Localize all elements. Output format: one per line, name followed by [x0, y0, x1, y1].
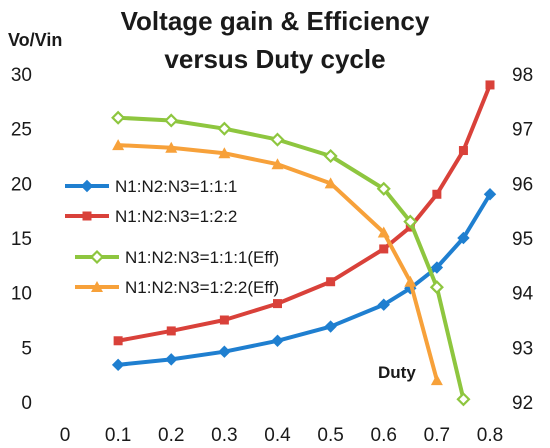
data-point — [379, 244, 389, 254]
data-point — [164, 113, 179, 128]
data-point — [270, 132, 285, 147]
data-point — [91, 281, 103, 292]
data-point — [485, 80, 495, 90]
y-right-tick-label: 94 — [512, 284, 534, 305]
legend-item: N1:N2:N3=1:2:2(Eff) — [75, 278, 279, 297]
legend: N1:N2:N3=1:1:1 N1:N2:N3=1:2:2 N1:N2:N3=1:1… — [65, 177, 279, 297]
legend-label: N1:N2:N3=1:1:1 — [115, 177, 237, 196]
series-line — [117, 84, 492, 343]
chart-title-line-1: Voltage gain & Efficiency — [121, 6, 430, 36]
series-line — [118, 143, 439, 381]
duty-annotation: Duty — [378, 363, 416, 382]
x-axis-ticks: 0 0.1 0.2 0.3 0.4 0.5 0.6 0.7 0.8 — [60, 425, 504, 446]
data-point — [430, 374, 443, 386]
x-tick-label: 0.7 — [424, 425, 450, 446]
data-point — [324, 320, 337, 333]
data-point — [217, 121, 232, 136]
x-tick-label: 0.5 — [317, 425, 343, 446]
data-point — [82, 211, 92, 221]
data-point — [271, 334, 284, 347]
x-tick-label: 0.1 — [105, 425, 131, 446]
legend-item: N1:N2:N3=1:1:1 — [65, 177, 237, 196]
data-point — [376, 181, 391, 196]
x-tick-label: 0.3 — [211, 425, 237, 446]
data-point — [483, 188, 497, 201]
x-tick-label: 0.2 — [158, 425, 184, 446]
legend-label: N1:N2:N3=1:2:2(Eff) — [125, 278, 279, 297]
y-left-tick-label: 10 — [11, 284, 32, 305]
data-point — [111, 110, 126, 125]
series-line — [117, 193, 492, 367]
y-axis-left-title: Vo/Vin — [8, 30, 62, 50]
data-point — [458, 146, 468, 156]
y-left-tick-label: 0 — [21, 393, 32, 414]
data-point — [165, 353, 178, 366]
data-point — [219, 315, 229, 325]
y-left-tick-label: 20 — [11, 174, 32, 195]
data-point — [430, 261, 444, 274]
y-axis-left-ticks: 0 5 10 15 20 25 30 — [11, 65, 32, 414]
y-right-tick-label: 93 — [512, 338, 533, 359]
y-right-tick-label: 95 — [512, 229, 533, 250]
x-tick-label: 0 — [60, 425, 71, 446]
y-left-tick-label: 30 — [11, 65, 32, 86]
legend-item: N1:N2:N3=1:2:2 — [65, 207, 237, 226]
data-point — [271, 158, 284, 170]
data-point — [113, 336, 123, 346]
data-point — [456, 392, 471, 407]
legend-label: N1:N2:N3=1:2:2 — [115, 207, 237, 226]
data-point — [111, 358, 125, 372]
y-left-tick-label: 15 — [11, 229, 32, 250]
data-point — [457, 231, 470, 245]
y-right-tick-label: 97 — [512, 120, 533, 141]
data-point — [165, 141, 178, 153]
data-point — [403, 214, 418, 229]
data-point — [323, 148, 338, 164]
data-point — [166, 326, 176, 336]
data-point — [377, 226, 390, 238]
data-point — [112, 139, 125, 151]
data-point — [326, 277, 336, 287]
x-tick-label: 0.6 — [371, 425, 397, 446]
y-axis-right-ticks: 92 93 94 95 96 97 98 — [512, 65, 534, 414]
y-right-tick-label: 92 — [512, 393, 533, 414]
data-point — [80, 179, 94, 193]
data-point — [432, 189, 442, 199]
legend-label: N1:N2:N3=1:1:1(Eff) — [125, 248, 279, 267]
y-left-tick-label: 5 — [21, 338, 32, 359]
data-point — [218, 147, 231, 159]
data-point — [377, 298, 390, 311]
series-3 — [111, 110, 471, 407]
x-tick-label: 0.4 — [264, 425, 291, 446]
data-point — [429, 280, 444, 295]
data-point — [404, 275, 417, 287]
y-right-tick-label: 98 — [512, 65, 533, 86]
data-point — [273, 299, 282, 309]
data-point — [218, 345, 231, 358]
chart-title-line-2: versus Duty cycle — [164, 44, 385, 74]
series-4 — [112, 139, 443, 386]
data-point — [324, 177, 337, 189]
data-point — [89, 249, 105, 265]
y-right-tick-label: 96 — [512, 174, 533, 195]
x-tick-label: 0.8 — [477, 425, 503, 446]
legend-item: N1:N2:N3=1:1:1(Eff) — [75, 248, 279, 267]
y-left-tick-label: 25 — [11, 120, 32, 141]
series-lines — [111, 80, 497, 407]
